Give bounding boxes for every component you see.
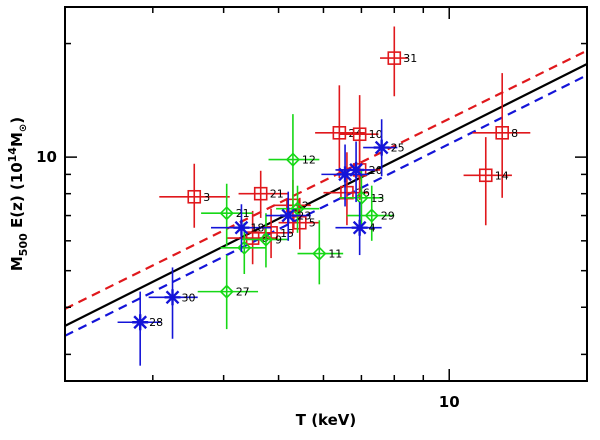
green-point: 29: [346, 185, 395, 241]
point-label: 9: [275, 233, 282, 246]
red-point: 31: [380, 26, 417, 97]
diamond-marker: [285, 152, 301, 167]
square-marker: [387, 51, 402, 65]
point-label: 10: [369, 128, 383, 141]
point-label: 4: [369, 222, 376, 235]
black-fit-line: [64, 63, 588, 327]
y-label-unit-sub: ⊙: [18, 124, 29, 132]
point-label: 11: [328, 248, 342, 261]
point-label: 27: [236, 286, 250, 299]
green-point: 21: [201, 183, 253, 247]
star-marker: [337, 166, 354, 183]
y-label-main: M: [8, 256, 26, 271]
red-point: 21: [238, 170, 289, 218]
y-label-sub: 500: [17, 233, 30, 256]
x-axis-label: T (keV): [296, 411, 357, 429]
blue-point: 23: [265, 191, 311, 241]
diamond-marker: [237, 240, 252, 255]
red-fit-line: [64, 49, 588, 310]
fit-lines-layer: [64, 49, 588, 337]
star-marker: [348, 161, 365, 178]
y-label-close: ): [8, 117, 26, 124]
square-marker: [187, 189, 202, 204]
red-point: 3: [159, 163, 230, 228]
y-axis-label: M500 E(z) (1014M⊙): [6, 117, 30, 271]
point-label: 15: [280, 227, 294, 240]
point-label: 20: [369, 164, 383, 177]
blue-point: [335, 141, 376, 203]
square-marker: [332, 126, 347, 140]
red-point: 8: [226, 210, 277, 265]
square-marker: [478, 168, 493, 183]
green-point: [276, 185, 320, 233]
point-label: 12: [302, 154, 316, 167]
square-marker: [495, 126, 509, 140]
diamond-marker: [219, 284, 234, 299]
point-label: 8: [262, 232, 269, 245]
point-label: 21: [236, 207, 250, 220]
diamond-marker: [354, 190, 369, 205]
point-label: 3: [203, 191, 210, 204]
diamond-marker: [258, 232, 274, 247]
square-marker: [340, 185, 354, 200]
green-point: 12: [268, 114, 320, 209]
star-marker: [351, 219, 368, 236]
star-marker: [373, 139, 390, 156]
blue-fit-line: [64, 74, 588, 337]
point-label: 13: [370, 192, 384, 205]
blue-point: 18: [211, 204, 272, 253]
y-tick-label: 10: [36, 148, 57, 166]
star-marker: [132, 314, 149, 331]
blue-point: 4: [335, 202, 382, 256]
point-label: 14: [495, 169, 509, 182]
point-label: 5: [309, 217, 316, 230]
green-point: 9: [241, 213, 289, 268]
blue-point: 30: [148, 267, 198, 339]
red-point: 14: [463, 137, 512, 226]
diamond-marker: [364, 208, 379, 223]
diamond-marker: [219, 206, 234, 221]
point-label: 28: [149, 316, 163, 329]
red-point: 5: [278, 197, 320, 250]
axis-ticks-layer: 10 10: [36, 7, 587, 411]
blue-point: 25: [363, 119, 405, 177]
star-marker: [233, 219, 250, 236]
square-marker: [253, 186, 268, 201]
y-label-unit: M: [8, 132, 26, 147]
star-marker: [280, 207, 297, 224]
square-marker: [292, 215, 307, 230]
square-marker: [245, 231, 260, 245]
point-label: 2: [302, 199, 309, 212]
diamond-marker: [312, 246, 327, 261]
point-label: 29: [381, 210, 395, 223]
point-label: 31: [403, 52, 417, 65]
point-label: 21: [270, 188, 284, 201]
x-tick-label: 10: [439, 393, 460, 411]
green-point: 11: [297, 220, 344, 285]
point-label: 25: [391, 142, 405, 155]
point-label: 18: [250, 222, 264, 235]
green-point: 27: [197, 255, 259, 330]
point-label: 30: [182, 291, 196, 304]
red-point: 8: [472, 73, 531, 198]
point-label: 23: [297, 210, 311, 223]
diamond-marker: [290, 201, 305, 216]
point-label: 8: [511, 127, 518, 140]
y-label-rest: E(z) (10: [8, 162, 26, 233]
y-label-sup: 14: [6, 147, 19, 163]
star-marker: [164, 289, 181, 306]
blue-point: 28: [117, 291, 163, 366]
